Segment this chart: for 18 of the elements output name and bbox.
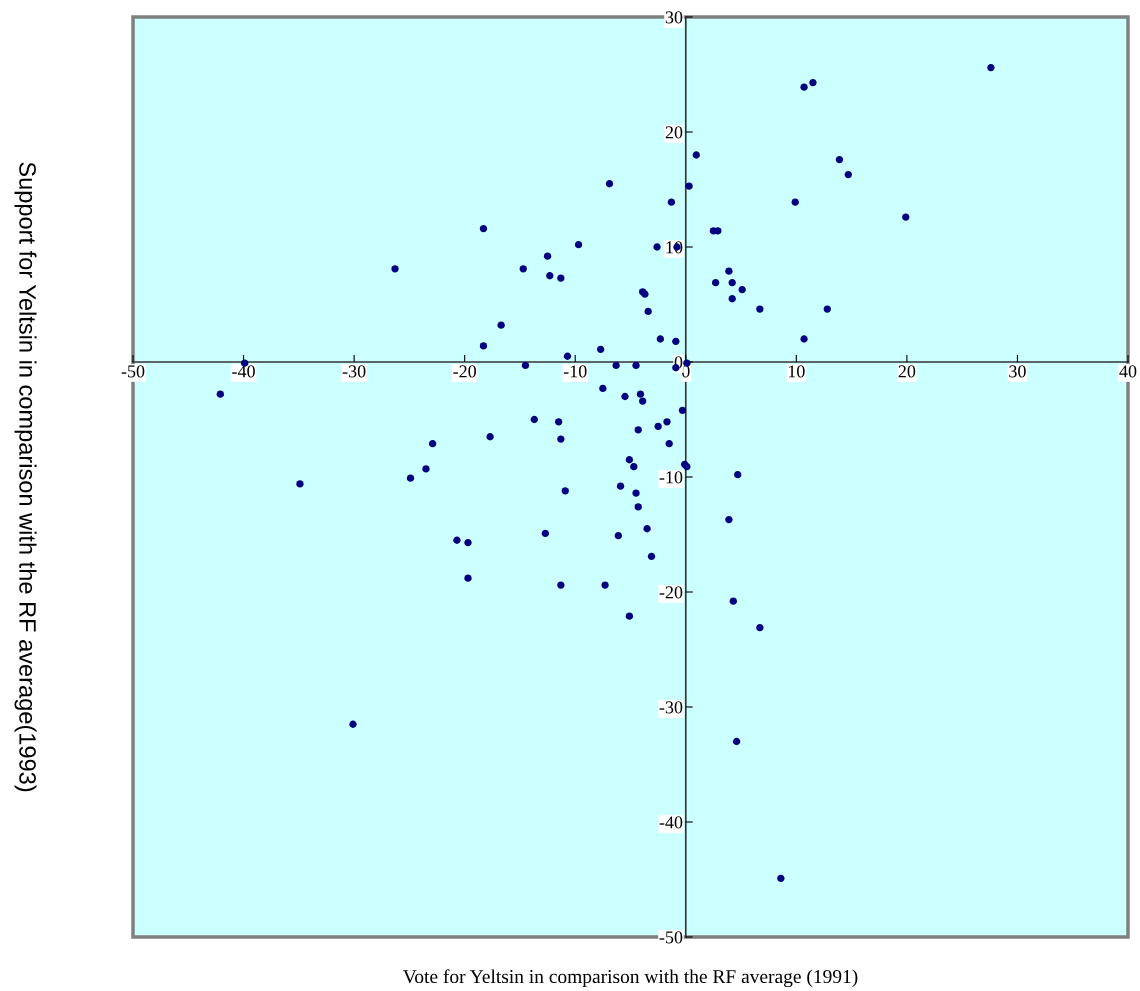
- x-axis-title: Vote for Yeltsin in comparison with the RF average (1991): [403, 969, 858, 988]
- y-tick-label: 20: [665, 126, 683, 139]
- y-tick-label: 30: [665, 11, 683, 24]
- x-tick-label: 40: [1119, 365, 1137, 378]
- y-tick-label: -40: [659, 816, 683, 829]
- x-tick-label: 30: [1009, 365, 1026, 378]
- y-axis-title: Support for Yeltsin in comparison with the RF average(1993): [14, 162, 37, 792]
- y-tick-label: -20: [659, 586, 683, 599]
- x-tick-label: -30: [342, 365, 366, 378]
- x-tick-label: -50: [121, 365, 145, 378]
- x-tick-label: 10: [788, 365, 805, 378]
- y-tick-label: -50: [659, 931, 683, 944]
- y-tick-label: -30: [659, 701, 683, 714]
- y-tick-label: -10: [659, 471, 683, 484]
- x-tick-label: -10: [563, 365, 587, 378]
- x-tick-label: -40: [232, 365, 255, 378]
- x-tick-label: 20: [898, 365, 916, 378]
- x-tick-label: -20: [453, 365, 477, 378]
